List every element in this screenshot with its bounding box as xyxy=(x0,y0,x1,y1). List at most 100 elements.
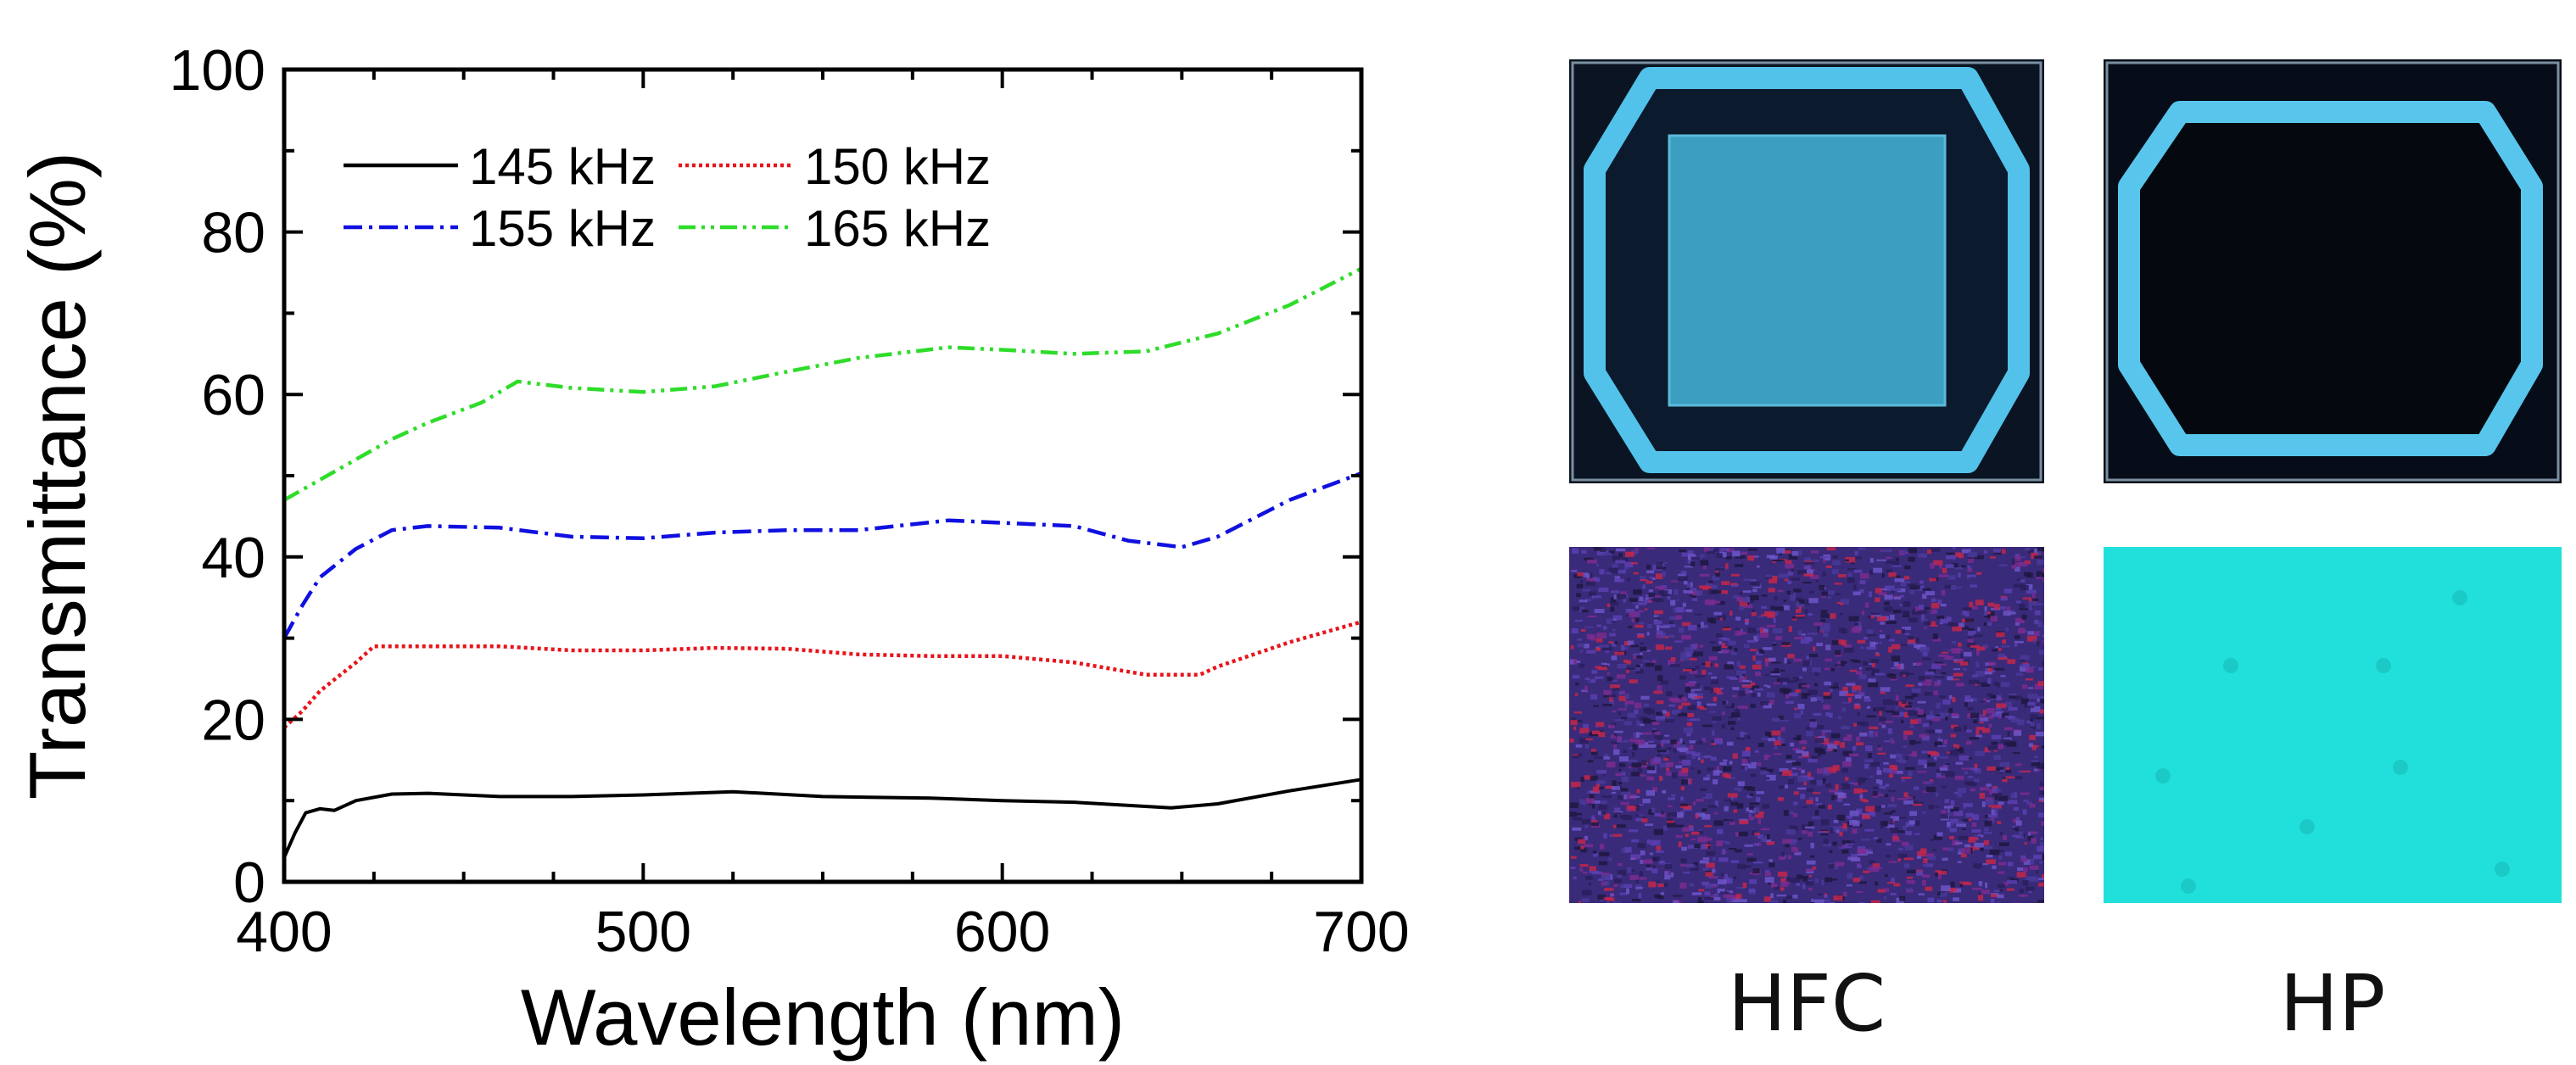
hfc-texture-speck xyxy=(1681,767,1689,773)
hfc-texture-speck xyxy=(1703,565,1707,570)
hfc-texture-speck xyxy=(1953,897,1959,901)
hfc-texture-speck xyxy=(1621,644,1625,651)
hfc-texture-speck xyxy=(1975,727,1985,731)
hfc-texture-speck xyxy=(2020,792,2030,795)
hfc-texture-speck xyxy=(1846,884,1852,887)
hfc-texture-speck xyxy=(1698,889,1705,892)
hfc-texture-speck xyxy=(1634,857,1638,860)
hfc-texture-speck xyxy=(1753,555,1759,558)
hfc-texture-speck xyxy=(1676,607,1685,613)
hfc-texture-speck xyxy=(2031,838,2037,844)
hfc-texture-speck xyxy=(1987,745,1998,750)
hfc-texture-speck xyxy=(2031,552,2038,559)
hfc-texture-speck xyxy=(1982,863,1989,866)
hfc-texture-speck xyxy=(1689,883,1695,887)
hfc-texture-speck xyxy=(1813,712,1822,717)
hfc-texture-speck xyxy=(1756,791,1764,795)
hfc-texture-speck xyxy=(1629,739,1640,743)
hfc-texture-speck xyxy=(1993,682,1998,686)
hfc-texture-speck xyxy=(1574,846,1581,850)
hfc-texture-speck xyxy=(1893,883,1901,887)
hfc-texture-speck xyxy=(1788,626,1792,633)
hfc-texture-speck xyxy=(1964,781,1975,785)
hfc-texture-speck xyxy=(1950,807,1959,811)
hfc-texture-speck xyxy=(1859,794,1864,799)
hfc-texture-speck xyxy=(1629,875,1639,880)
hfc-texture-speck xyxy=(1991,669,1996,672)
hfc-texture-speck xyxy=(1899,672,1909,677)
hfc-texture-speck xyxy=(1807,566,1812,571)
hfc-texture-speck xyxy=(1664,874,1671,880)
hfc-texture-speck xyxy=(1585,581,1596,586)
hfc-texture-speck xyxy=(1796,734,1802,741)
hfc-texture-speck xyxy=(2037,560,2044,566)
hfc-texture-speck xyxy=(1752,816,1755,820)
hfc-texture-speck xyxy=(1995,707,2002,711)
hfc-texture-speck xyxy=(1705,661,1711,667)
hfc-texture-speck xyxy=(1812,667,1821,672)
hfc-texture-speck xyxy=(1947,676,1953,681)
hfc-texture-speck xyxy=(1619,884,1623,889)
hfc-texture-speck xyxy=(1646,776,1654,781)
hfc-texture-speck xyxy=(1746,786,1755,791)
hfc-texture-speck xyxy=(1664,589,1672,594)
hfc-texture-speck xyxy=(1727,661,1735,666)
hfc-texture-speck xyxy=(1630,562,1638,565)
hfc-texture-speck xyxy=(1708,580,1713,583)
hfc-texture-speck xyxy=(1590,775,1598,781)
hfc-texture-speck xyxy=(1932,716,1939,718)
hfc-texture-speck xyxy=(1975,671,1986,677)
hfc-texture-speck xyxy=(1595,783,1601,789)
hfc-texture-speck xyxy=(2020,855,2026,859)
hfc-texture-speck xyxy=(1842,891,1847,897)
hfc-texture-speck xyxy=(1735,627,1741,633)
hfc-texture-speck xyxy=(1676,599,1679,601)
hfc-texture-speck xyxy=(1886,621,1897,624)
hfc-texture-speck xyxy=(1797,767,1802,771)
hfc-texture-speck xyxy=(1639,596,1644,601)
hfc-texture-speck xyxy=(1881,724,1886,728)
hfc-texture-speck xyxy=(1925,714,1934,720)
hfc-texture-speck xyxy=(1608,857,1612,861)
hfc-texture-speck xyxy=(1646,768,1657,774)
hfc-texture-speck xyxy=(1941,810,1947,814)
hfc-texture-speck xyxy=(1640,760,1647,766)
hfc-texture-speck xyxy=(1836,601,1841,604)
hfc-texture-speck xyxy=(1699,644,1704,648)
hfc-texture-speck xyxy=(1635,817,1643,822)
hfc-device-photo xyxy=(1569,59,2044,483)
hfc-texture-speck xyxy=(2003,834,2007,840)
hfc-texture-speck xyxy=(1793,658,1802,662)
hfc-texture-speck xyxy=(1599,861,1608,866)
hfc-texture-speck xyxy=(1791,616,1796,619)
hfc-texture-speck xyxy=(1628,766,1634,769)
hfc-texture-speck xyxy=(1681,622,1691,627)
hfc-texture-speck xyxy=(1756,796,1761,802)
hfc-texture-speck xyxy=(1906,888,1913,891)
hfc-texture-speck xyxy=(1713,896,1721,901)
hfc-texture-speck xyxy=(1936,769,1947,773)
hfc-texture-speck xyxy=(1683,669,1692,672)
hfc-texture-speck xyxy=(1663,825,1668,831)
hfc-texture-speck xyxy=(1623,815,1633,821)
hfc-texture-speck xyxy=(1904,633,1910,636)
hfc-texture-speck xyxy=(1635,814,1641,817)
hfc-texture-speck xyxy=(1659,625,1670,628)
hfc-texture-speck xyxy=(1983,845,1993,850)
hfc-texture-speck xyxy=(1757,565,1760,568)
hfc-texture-speck xyxy=(1905,767,1915,770)
hfc-texture-speck xyxy=(1596,564,1600,567)
hfc-texture-speck xyxy=(1683,653,1690,657)
hfc-texture-speck xyxy=(1648,589,1653,593)
hfc-texture-speck xyxy=(1772,642,1776,644)
hfc-texture-speck xyxy=(1710,688,1717,694)
hfc-texture-speck xyxy=(1952,626,1962,632)
hfc-texture-speck xyxy=(1936,772,1942,778)
hfc-texture-speck xyxy=(1634,572,1639,575)
hfc-texture-speck xyxy=(1806,788,1814,793)
hfc-texture-speck xyxy=(1570,717,1576,722)
hfc-texture-speck xyxy=(2021,698,2029,705)
hfc-texture-speck xyxy=(1992,865,1997,869)
hfc-texture-speck xyxy=(1602,626,1607,630)
hfc-texture-speck xyxy=(1582,588,1591,592)
